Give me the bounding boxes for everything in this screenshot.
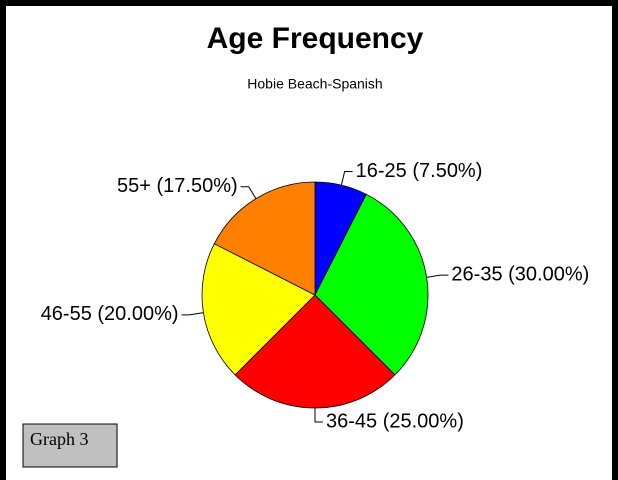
button-label[interactable]: Graph 3 bbox=[30, 429, 88, 449]
leader-line bbox=[314, 408, 323, 423]
slice-label: 16-25 (7.50%) bbox=[356, 160, 483, 182]
pie-slice bbox=[234, 294, 396, 409]
top-border bbox=[0, 0, 618, 6]
chart-subtitle: Hobie Beach-Spanish bbox=[247, 76, 382, 92]
chart-title: Age Frequency bbox=[207, 22, 424, 55]
graph-button[interactable]: Graph 3 bbox=[22, 423, 118, 468]
right-border bbox=[612, 0, 618, 480]
leader-line bbox=[340, 171, 353, 186]
pie-slice bbox=[213, 181, 316, 296]
leader-line bbox=[181, 312, 204, 316]
slice-label: 55+ (17.50%) bbox=[117, 175, 238, 197]
pie-slice bbox=[201, 243, 316, 376]
pie-slice bbox=[314, 193, 429, 376]
leader-line bbox=[426, 274, 449, 278]
slice-label: 46-55 (20.00%) bbox=[41, 303, 179, 325]
slice-label: 36-45 (25.00%) bbox=[326, 410, 464, 432]
leader-line bbox=[240, 186, 257, 199]
left-border bbox=[0, 0, 6, 480]
button-box[interactable] bbox=[22, 423, 118, 468]
slice-label: 26-35 (30.00%) bbox=[451, 263, 589, 285]
